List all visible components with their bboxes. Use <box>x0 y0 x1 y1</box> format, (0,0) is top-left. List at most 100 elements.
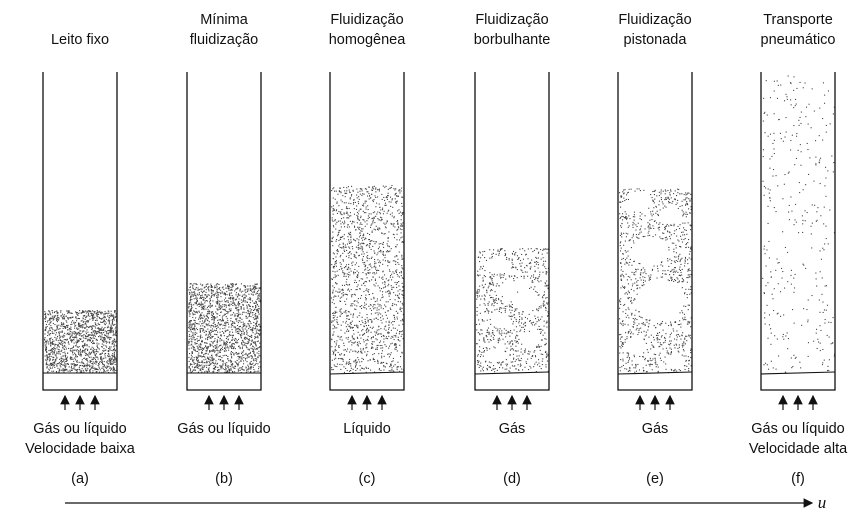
particle <box>188 335 190 337</box>
particle <box>76 320 78 322</box>
particle <box>225 323 227 325</box>
particle <box>199 336 201 338</box>
particle <box>73 322 75 324</box>
particle <box>214 330 216 332</box>
particle <box>53 363 55 365</box>
particle <box>496 302 498 304</box>
particle <box>50 362 52 364</box>
particle <box>60 311 62 313</box>
particle <box>110 363 112 365</box>
particle <box>365 208 367 210</box>
particle <box>484 270 486 272</box>
particle <box>203 308 205 310</box>
particle <box>481 295 483 297</box>
particle <box>237 303 239 305</box>
particle <box>340 313 342 315</box>
particle <box>240 283 242 285</box>
particle <box>95 371 97 373</box>
particle <box>381 193 383 195</box>
particle <box>337 295 339 297</box>
particle <box>79 310 81 312</box>
particle <box>107 315 109 317</box>
particle <box>104 355 106 357</box>
particle <box>253 358 255 360</box>
particle <box>209 299 211 301</box>
particle <box>48 310 50 312</box>
particle <box>249 335 251 337</box>
particle <box>54 362 56 364</box>
particle <box>391 288 393 290</box>
particle <box>199 361 201 363</box>
particle <box>80 330 82 332</box>
particle <box>79 312 81 314</box>
particle <box>221 320 223 322</box>
particle <box>192 284 194 286</box>
particle <box>387 291 389 293</box>
particle <box>94 332 96 334</box>
particle <box>214 347 216 349</box>
particle <box>338 288 340 290</box>
particle <box>45 315 47 317</box>
particle <box>388 262 390 264</box>
particle <box>385 337 387 339</box>
particle <box>367 331 369 333</box>
particle <box>346 273 348 275</box>
particle <box>62 364 64 366</box>
particle <box>399 331 401 333</box>
particle <box>108 312 110 314</box>
particle <box>211 336 213 338</box>
particle <box>82 362 84 364</box>
particle <box>381 277 383 279</box>
particle <box>373 266 375 268</box>
particle <box>239 369 241 371</box>
particle <box>392 225 394 227</box>
particle <box>508 275 510 277</box>
particle <box>332 317 334 319</box>
particle <box>230 351 232 353</box>
particle <box>202 367 204 369</box>
particle <box>515 350 517 352</box>
particle <box>206 316 208 318</box>
particle <box>334 264 336 266</box>
particle <box>209 336 211 338</box>
particle <box>46 347 48 349</box>
particle <box>64 369 66 371</box>
particle <box>366 338 368 340</box>
particle <box>545 338 547 340</box>
particle <box>393 321 395 323</box>
particle <box>537 261 539 263</box>
particle <box>255 362 257 364</box>
particle <box>340 308 342 310</box>
particle <box>341 267 343 269</box>
particle <box>362 242 364 244</box>
particle <box>219 305 221 307</box>
particle <box>364 266 366 268</box>
particle <box>335 223 337 225</box>
particle <box>341 312 343 314</box>
particle <box>194 341 196 343</box>
particle <box>334 198 336 200</box>
particle <box>356 238 358 240</box>
particle <box>380 333 382 335</box>
particle <box>190 295 192 297</box>
particle <box>253 309 255 311</box>
particle <box>361 194 363 196</box>
particle <box>85 327 87 329</box>
particle <box>51 310 53 312</box>
particle <box>195 356 197 358</box>
particle <box>346 192 348 194</box>
particle <box>223 335 225 337</box>
particle <box>392 260 394 262</box>
particle <box>257 329 259 331</box>
particle <box>218 370 220 372</box>
particle <box>81 349 83 351</box>
particle <box>86 310 88 312</box>
particle <box>358 219 360 221</box>
particle <box>70 363 72 365</box>
particle <box>233 302 235 304</box>
particle <box>94 357 96 359</box>
particle <box>198 344 200 346</box>
particle <box>338 211 340 213</box>
particle <box>219 300 221 302</box>
particle <box>217 292 219 294</box>
